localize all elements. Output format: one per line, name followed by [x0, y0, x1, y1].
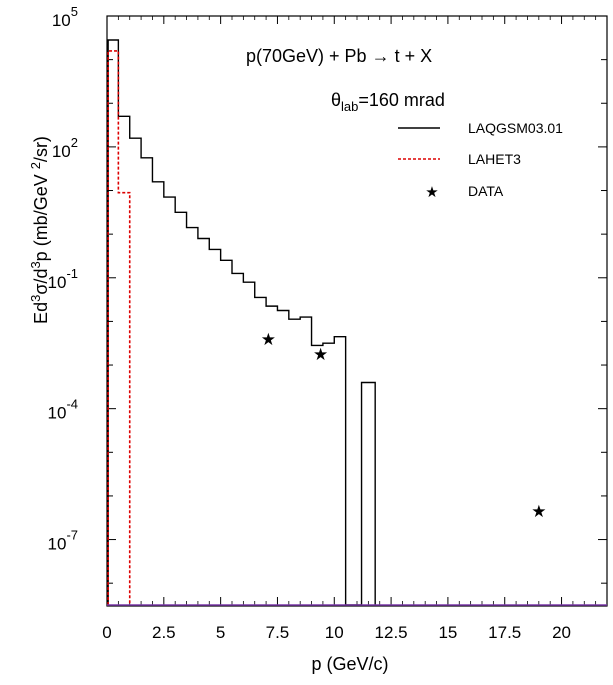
x-tick-label: 5: [216, 623, 225, 642]
x-tick-label: 0: [102, 623, 111, 642]
y-tick-label: 10-7: [48, 528, 78, 554]
x-tick-labels: 0 2.5 5 7.5 10 12.5 15 17.5 20: [102, 623, 571, 642]
y-tick-label: 102: [52, 135, 78, 161]
y-tick-label: 10-4: [48, 397, 78, 423]
legend: LAQGSM03.01 LAHET3 ★ DATA: [398, 120, 563, 201]
x-tick-label: 20: [552, 623, 571, 642]
y-axis-title: Ed3σ/d3p (mb/GeV 2/sr): [28, 136, 51, 324]
data-point-star: ★: [313, 345, 328, 364]
x-tick-label: 2.5: [152, 623, 176, 642]
x-tick-label: 15: [438, 623, 457, 642]
plot-area: [106, 15, 608, 607]
angle-annotation: θlab=160 mrad: [331, 90, 445, 114]
y-tick-labels: 105 102 10-1 10-4 10-7: [48, 4, 78, 554]
y-tick-label: 105: [52, 4, 78, 30]
series-lahet3-line: [107, 50, 131, 605]
x-tick-label: 17.5: [488, 623, 521, 642]
legend-label-lahet3: LAHET3: [468, 151, 521, 167]
reaction-annotation: p(70GeV) + Pb → t + X: [246, 46, 432, 66]
data-point-star: ★: [261, 330, 276, 349]
x-tick-label: 7.5: [266, 623, 290, 642]
x-tick-label: 12.5: [375, 623, 408, 642]
legend-star-icon: ★: [425, 184, 438, 201]
series-layer: ★ ★ ★: [107, 39, 546, 606]
legend-label-data: DATA: [468, 183, 504, 199]
y-tick-label: 10-1: [48, 266, 78, 292]
x-axis-title: p (GeV/c): [311, 654, 388, 674]
legend-label-laqgsm: LAQGSM03.01: [468, 120, 563, 136]
series-laqgsm03-01-line: [107, 39, 376, 606]
x-tick-label: 10: [325, 623, 344, 642]
data-point-star: ★: [531, 502, 546, 521]
